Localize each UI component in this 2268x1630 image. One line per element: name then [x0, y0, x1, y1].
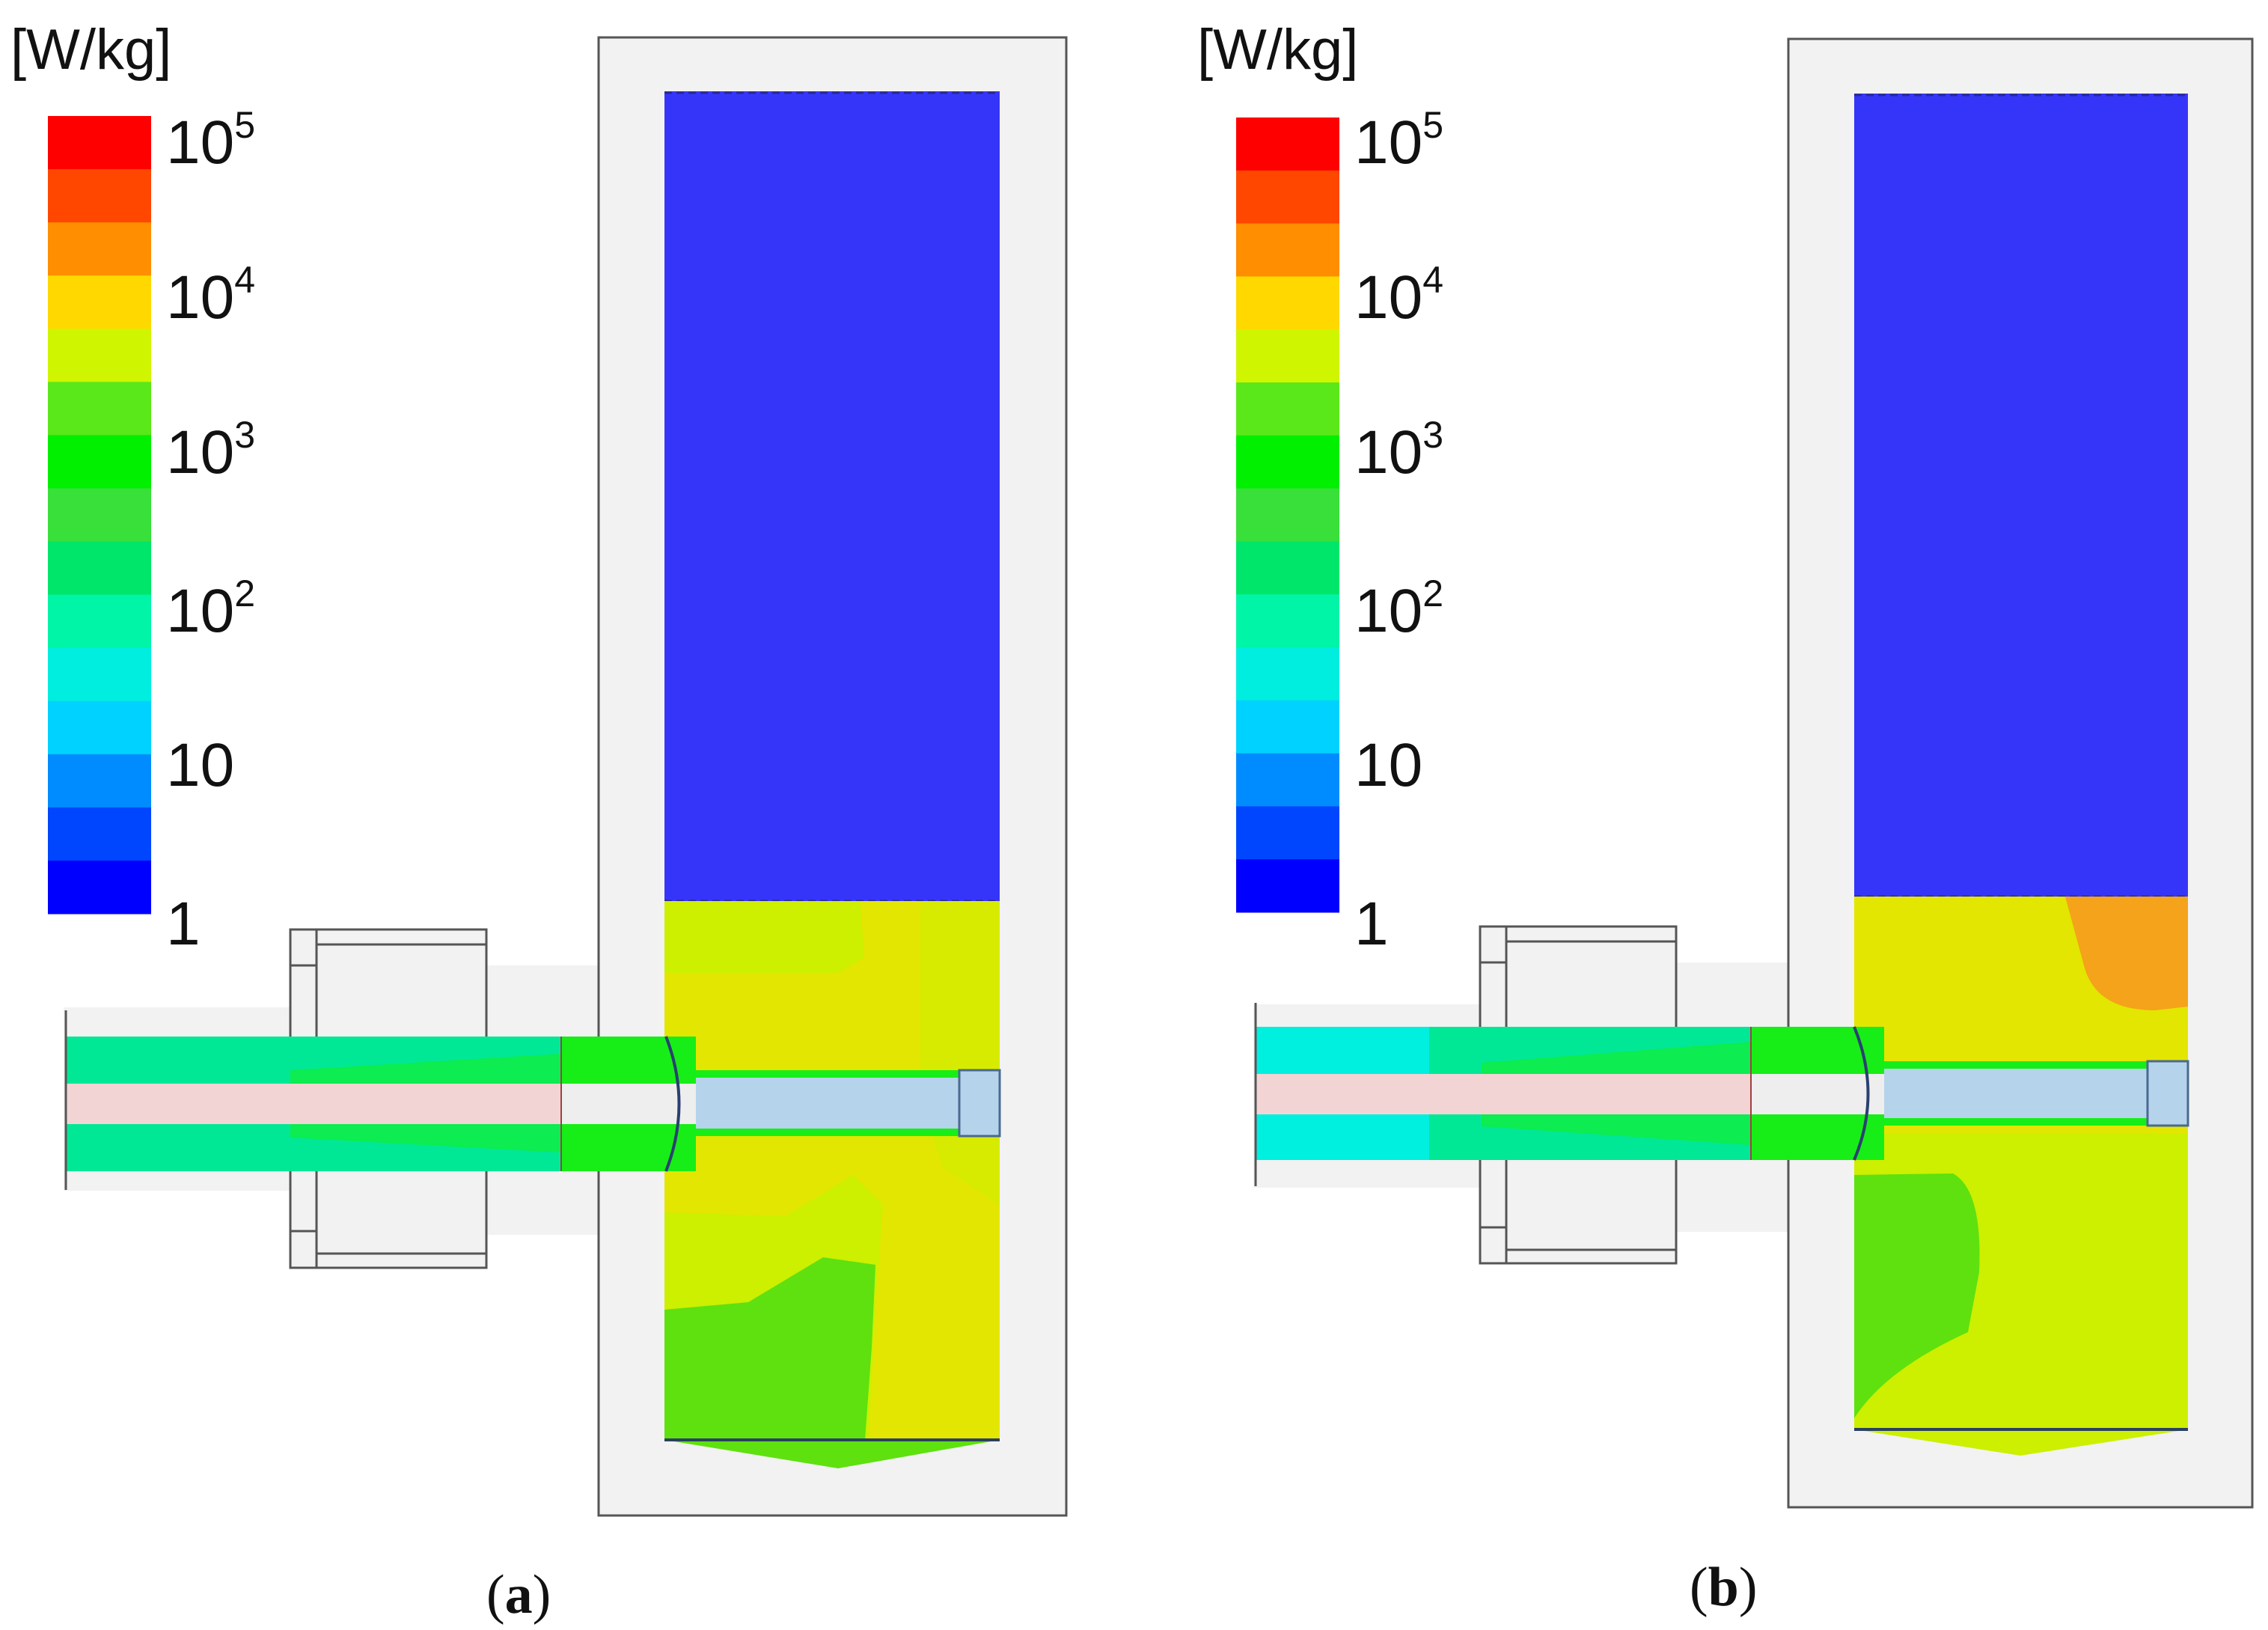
shaft-inner-b: [1884, 1069, 2188, 1118]
tick-a-5: 1: [166, 890, 201, 958]
shaft-a: [64, 1010, 1001, 1190]
colorbar-band-b-6: [1236, 435, 1339, 489]
shaft-b: [1254, 1003, 2189, 1186]
tick-b-3: 102: [1354, 573, 1443, 645]
tank-upper-zone-a: [664, 91, 1000, 901]
colorbar-band-a-6: [48, 435, 151, 489]
tick-a-3: 102: [166, 573, 255, 645]
colorbar-band-a-8: [48, 541, 151, 596]
unit-label-b: [W/kg]: [1197, 18, 1358, 82]
colorbar-band-a-10: [48, 647, 151, 702]
colorbar-bands-b: [1236, 117, 1339, 913]
shaft-inner-a: [696, 1078, 999, 1129]
core-sleeve-a: [561, 1084, 696, 1124]
tick-a-4: 10: [166, 731, 234, 799]
shaft-tip-b: [2146, 1060, 2189, 1127]
zone-yg-a1: [664, 901, 864, 973]
colorbar-band-a-14: [48, 860, 151, 915]
tick-b-2: 103: [1354, 414, 1443, 486]
tick-b-0: 105: [1354, 104, 1443, 177]
colorbar-band-b-14: [1236, 859, 1339, 913]
unit-label-a: [W/kg]: [10, 18, 171, 82]
colorbar-band-b-11: [1236, 700, 1339, 754]
caption-a: (a): [486, 1564, 551, 1626]
caption-b: (b): [1690, 1557, 1757, 1618]
tank-bottom-cone-b: [1854, 1429, 2188, 1456]
tick-a-1: 104: [166, 259, 255, 332]
tank-bottom-cone-a: [664, 1440, 1000, 1468]
colorbar-band-a-5: [48, 382, 151, 436]
colorbar-band-b-0: [1236, 117, 1339, 171]
zone-orange-b: [2065, 897, 2188, 1010]
core-sleeve-b: [1751, 1074, 1884, 1114]
zone-green-a: [664, 1257, 875, 1452]
seal-curve-a: [664, 1036, 681, 1172]
colorbar-band-b-9: [1236, 594, 1339, 648]
colorbar-ticks-a: 105 104 103 102 10 1: [166, 104, 255, 958]
colorbar-band-b-12: [1236, 753, 1339, 807]
colorbar-b: [W/kg] 105 104 103 102 10 1: [1197, 18, 1443, 958]
colorbar-band-b-2: [1236, 223, 1339, 277]
colorbar-band-b-1: [1236, 170, 1339, 225]
tick-a-0: 105: [166, 104, 255, 177]
tick-a-2: 103: [166, 414, 255, 486]
colorbar-bands-a: [48, 116, 151, 915]
colorbar-band-a-12: [48, 754, 151, 808]
colorbar-a: [W/kg] 105 104 103 102 10 1: [10, 18, 255, 958]
colorbar-band-b-3: [1236, 276, 1339, 330]
seal-curve-b: [1853, 1026, 1870, 1161]
colorbar-band-b-7: [1236, 488, 1339, 542]
tick-b-1: 104: [1354, 259, 1443, 332]
tank-fluid-b: [1854, 94, 2188, 1456]
colorbar-band-b-4: [1236, 329, 1339, 383]
colorbar-band-a-2: [48, 222, 151, 276]
colorbar-band-a-1: [48, 169, 151, 223]
colorbar-band-a-13: [48, 807, 151, 861]
colorbar-band-b-10: [1236, 647, 1339, 701]
colorbar-band-b-13: [1236, 806, 1339, 860]
colorbar-band-a-0: [48, 116, 151, 170]
zone-green-b: [1854, 1173, 1980, 1418]
tick-b-4: 10: [1354, 731, 1422, 799]
colorbar-band-a-11: [48, 700, 151, 755]
tank-fluid-a: [664, 91, 1000, 1468]
colorbar-band-a-7: [48, 488, 151, 543]
colorbar-ticks-b: 105 104 103 102 10 1: [1354, 104, 1443, 958]
tick-b-5: 1: [1354, 890, 1389, 958]
panel-a: [W/kg] 105 104 103 102 10 1: [10, 18, 1068, 1626]
tank-upper-zone-b: [1854, 94, 2188, 897]
colorbar-band-b-8: [1236, 541, 1339, 595]
colorbar-band-a-9: [48, 594, 151, 649]
colorbar-band-b-5: [1236, 382, 1339, 436]
colorbar-band-a-3: [48, 275, 151, 329]
shaft-tip-a: [958, 1069, 1001, 1138]
colorbar-band-a-4: [48, 329, 151, 382]
panel-b: [W/kg] 105 104 103 102 10 1: [1197, 18, 2254, 1618]
